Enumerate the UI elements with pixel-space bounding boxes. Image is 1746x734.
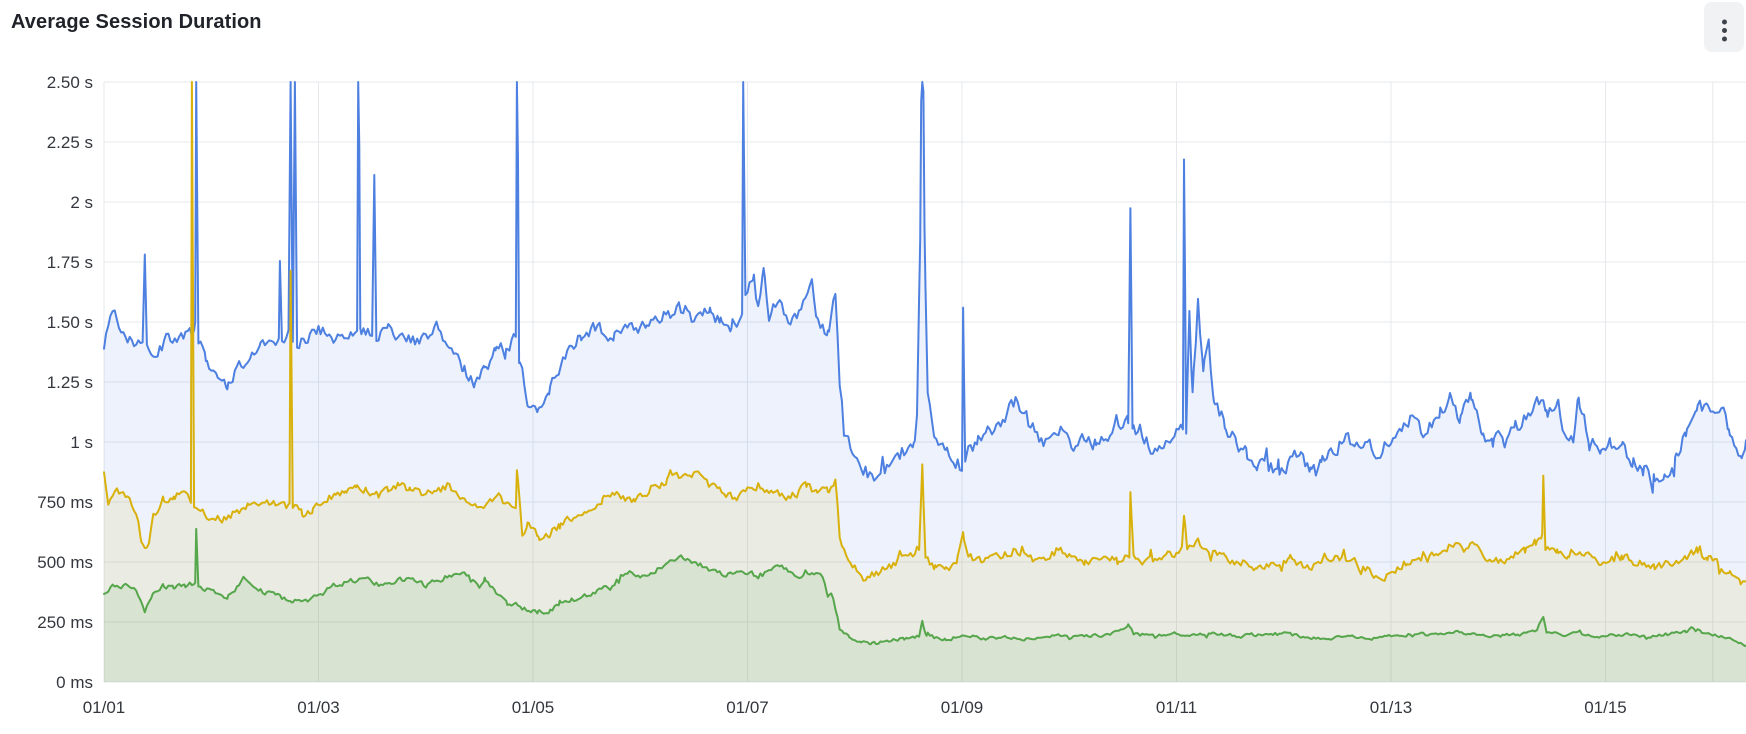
x-tick-label: 01/01 bbox=[83, 698, 126, 717]
series-line-blue bbox=[103, 81, 1746, 494]
y-tick-label: 250 ms bbox=[37, 613, 93, 632]
x-tick-label: 01/11 bbox=[1156, 698, 1197, 717]
x-tick-label: 01/05 bbox=[512, 698, 555, 717]
series-area-blue bbox=[104, 82, 1746, 682]
y-tick-label: 2.50 s bbox=[47, 73, 93, 92]
x-tick-label: 01/13 bbox=[1370, 698, 1413, 717]
y-tick-label: 750 ms bbox=[37, 493, 93, 512]
panel-menu-button[interactable] bbox=[1704, 2, 1744, 52]
y-tick-label: 1.50 s bbox=[47, 313, 93, 332]
x-tick-label: 01/09 bbox=[941, 698, 984, 717]
y-tick-label: 1.75 s bbox=[47, 253, 93, 272]
x-tick-label: 01/03 bbox=[297, 698, 340, 717]
series-area-green bbox=[104, 528, 1746, 682]
y-tick-label: 0 ms bbox=[56, 673, 93, 692]
y-tick-label: 2 s bbox=[70, 193, 93, 212]
series-line-yellow bbox=[103, 81, 1746, 586]
kebab-menu-icon bbox=[1721, 28, 1727, 33]
series-line-green bbox=[103, 527, 1746, 647]
y-tick-label: 1.25 s bbox=[47, 373, 93, 392]
x-tick-label: 01/07 bbox=[726, 698, 769, 717]
y-tick-label: 1 s bbox=[70, 433, 93, 452]
y-tick-label: 500 ms bbox=[37, 553, 93, 572]
y-tick-label: 2.25 s bbox=[47, 133, 93, 152]
panel-title: Average Session Duration bbox=[11, 11, 262, 33]
series-area-yellow bbox=[104, 82, 1746, 682]
panel-header: Average Session Duration bbox=[0, 0, 1746, 54]
x-tick-label: 01/15 bbox=[1584, 698, 1627, 717]
